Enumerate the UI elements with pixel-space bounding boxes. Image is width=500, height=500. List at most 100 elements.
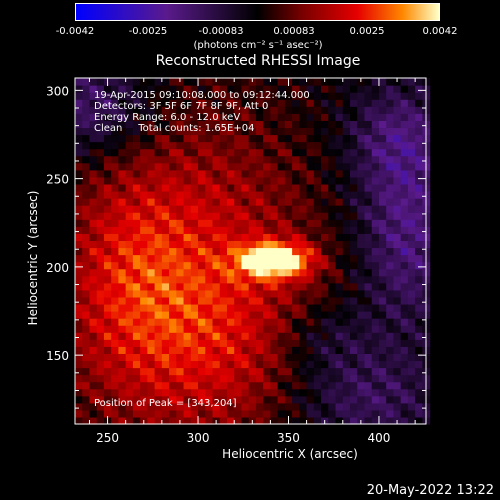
heatmap-cell bbox=[111, 134, 120, 143]
heatmap-cell bbox=[89, 162, 98, 171]
heatmap-cell bbox=[350, 226, 358, 234]
heatmap-cell bbox=[386, 205, 395, 213]
heatmap-cell bbox=[342, 219, 351, 227]
heatmap-cell bbox=[82, 134, 91, 143]
heatmap-cell bbox=[371, 416, 380, 425]
heatmap-cell bbox=[241, 409, 250, 418]
heatmap-cell bbox=[292, 205, 300, 213]
heatmap-cell bbox=[234, 325, 243, 333]
heatmap-cell bbox=[313, 212, 322, 220]
heatmap-cell bbox=[205, 409, 214, 418]
heatmap-cell bbox=[132, 85, 141, 93]
heatmap-cell bbox=[357, 155, 366, 164]
heatmap-cell bbox=[103, 296, 112, 305]
heatmap-cell bbox=[270, 240, 279, 249]
heatmap-cell bbox=[292, 296, 300, 305]
heatmap-cell bbox=[393, 261, 402, 270]
heatmap-cell bbox=[241, 106, 250, 114]
heatmap-cell bbox=[306, 162, 315, 171]
heatmap-cell bbox=[255, 367, 264, 376]
heatmap-cell bbox=[161, 134, 170, 143]
heatmap-cell bbox=[226, 353, 235, 362]
heatmap-cell bbox=[386, 353, 395, 362]
heatmap-cell bbox=[342, 353, 351, 362]
heatmap-cell bbox=[205, 388, 214, 397]
heatmap-cell bbox=[378, 198, 387, 206]
heatmap-cell bbox=[407, 346, 416, 354]
heatmap-cell bbox=[270, 155, 279, 164]
heatmap-cell bbox=[328, 198, 337, 206]
heatmap-cell bbox=[270, 360, 279, 369]
heatmap-cell bbox=[212, 332, 221, 340]
peak-position-label: Position of Peak = [343,204] bbox=[94, 398, 237, 409]
heatmap-cell bbox=[357, 395, 366, 404]
heatmap-cell bbox=[183, 134, 192, 143]
heatmap-cell bbox=[313, 219, 322, 227]
heatmap-cell bbox=[154, 409, 163, 418]
heatmap-cell bbox=[263, 346, 271, 354]
heatmap-cell bbox=[277, 155, 286, 164]
heatmap-cell bbox=[219, 388, 228, 397]
heatmap-cell bbox=[350, 85, 358, 93]
heatmap-cell bbox=[234, 106, 243, 114]
heatmap-cell bbox=[111, 282, 120, 291]
heatmap-cell bbox=[299, 268, 308, 277]
heatmap-cell bbox=[350, 409, 358, 418]
heatmap-cell bbox=[415, 155, 423, 164]
heatmap-cell bbox=[154, 402, 163, 411]
heatmap-cell bbox=[284, 247, 293, 256]
heatmap-cell bbox=[357, 346, 366, 354]
heatmap-cell bbox=[270, 233, 279, 242]
heatmap-cell bbox=[75, 85, 83, 93]
heatmap-cell bbox=[371, 226, 380, 234]
heatmap-cell bbox=[89, 92, 98, 100]
heatmap-cell bbox=[219, 78, 228, 86]
heatmap-cell bbox=[263, 353, 271, 362]
heatmap-cell bbox=[263, 395, 271, 404]
heatmap-cell bbox=[219, 367, 228, 376]
heatmap-cell bbox=[313, 155, 322, 164]
heatmap-cell bbox=[255, 318, 264, 326]
heatmap-cell bbox=[176, 226, 185, 234]
heatmap-cell bbox=[342, 303, 351, 312]
heatmap-cell bbox=[357, 212, 366, 220]
heatmap-cell bbox=[82, 289, 91, 298]
heatmap-cell bbox=[342, 332, 351, 340]
heatmap-cell bbox=[292, 134, 300, 143]
heatmap-cell bbox=[400, 289, 409, 298]
heatmap-cell bbox=[378, 169, 387, 178]
heatmap-cell bbox=[183, 395, 192, 404]
heatmap-cell bbox=[364, 367, 373, 376]
heatmap-cell bbox=[386, 155, 395, 164]
heatmap-cell bbox=[82, 416, 91, 425]
heatmap-cell bbox=[183, 381, 192, 390]
heatmap-cell bbox=[132, 183, 141, 192]
heatmap-cell bbox=[154, 120, 163, 129]
x-tick-label: 350 bbox=[277, 431, 300, 445]
heatmap-cell bbox=[248, 311, 257, 319]
heatmap-cell bbox=[234, 339, 243, 347]
heatmap-cell bbox=[176, 282, 185, 291]
heatmap-cell bbox=[400, 92, 409, 100]
heatmap-cell bbox=[212, 409, 221, 418]
heatmap-cell bbox=[147, 113, 156, 121]
heatmap-cell bbox=[371, 198, 380, 206]
heatmap-cell bbox=[371, 381, 380, 390]
heatmap-cell bbox=[400, 339, 409, 347]
heatmap-cell bbox=[147, 247, 156, 256]
heatmap-cell bbox=[386, 332, 395, 340]
heatmap-cell bbox=[321, 332, 329, 340]
heatmap-cell bbox=[342, 212, 351, 220]
heatmap-cell bbox=[190, 78, 199, 86]
heatmap-cell bbox=[292, 353, 300, 362]
heatmap-cell bbox=[393, 85, 402, 93]
heatmap-cell bbox=[321, 247, 329, 256]
heatmap-cell bbox=[176, 212, 185, 220]
heatmap-cell bbox=[82, 332, 91, 340]
heatmap-cell bbox=[132, 388, 141, 397]
heatmap-cell bbox=[82, 120, 91, 129]
heatmap-cell bbox=[277, 254, 286, 263]
heatmap-cell bbox=[140, 247, 148, 256]
heatmap-cell bbox=[89, 127, 98, 136]
heatmap-cell bbox=[248, 275, 257, 284]
